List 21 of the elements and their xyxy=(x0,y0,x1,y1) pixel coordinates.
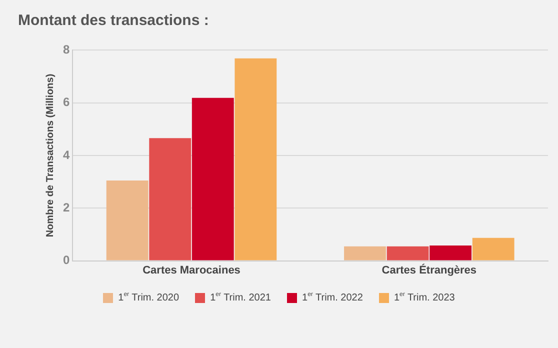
legend-label: 1$^{er}$ Trim. 2020 xyxy=(118,292,180,304)
bar xyxy=(149,138,192,260)
bar xyxy=(192,98,234,260)
x-tick-label: Cartes Marocaines xyxy=(142,264,240,276)
bar xyxy=(430,246,472,260)
bar xyxy=(234,58,277,260)
y-tick-label: 0 xyxy=(62,253,70,268)
x-tick-label: Cartes Étrangères xyxy=(382,263,477,276)
legend-label: 1$^{er}$ Trim. 2023 xyxy=(394,292,455,304)
bar xyxy=(386,246,429,260)
y-axis-title: Nombre de Transactions (Millions) xyxy=(44,74,56,238)
legend-label: 1$^{er}$ Trim. 2021 xyxy=(210,292,271,304)
bar xyxy=(472,238,514,260)
bar xyxy=(344,246,386,260)
y-tick-label: 4 xyxy=(62,148,70,162)
bar xyxy=(106,180,148,260)
y-tick-label: 8 xyxy=(62,42,70,57)
y-tick-label: 2 xyxy=(62,200,70,214)
chart-title: Montant des transactions : xyxy=(18,12,209,29)
legend-label: 1$^{er}$ Trim. 2022 xyxy=(302,292,363,304)
y-tick-label: 6 xyxy=(62,95,70,110)
